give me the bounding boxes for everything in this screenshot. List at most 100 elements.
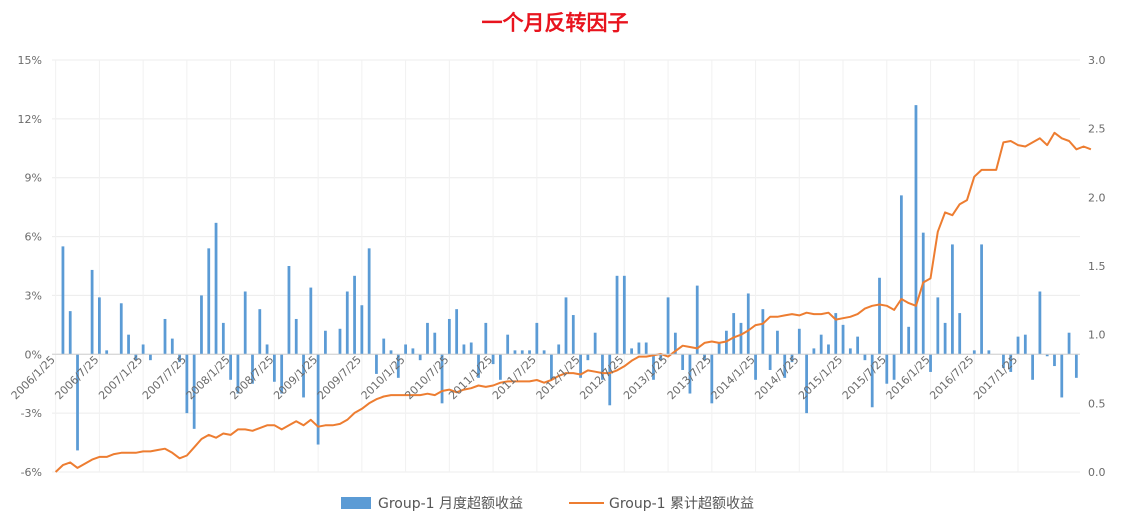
x-tick-label: 2017/1/25 xyxy=(971,353,1020,402)
bar xyxy=(221,322,225,355)
y-left-tick-label: -6% xyxy=(21,466,42,479)
bar xyxy=(513,350,517,355)
y-left-tick-label: 9% xyxy=(25,172,42,185)
legend-line-label: Group-1 累计超额收益 xyxy=(609,496,754,512)
bar xyxy=(491,354,495,365)
bar xyxy=(367,248,371,355)
bar xyxy=(360,305,364,355)
bar xyxy=(1074,354,1078,378)
x-tick-label: 2008/1/25 xyxy=(184,353,233,402)
bar xyxy=(776,330,779,355)
bar xyxy=(980,244,983,355)
bar xyxy=(1053,354,1056,367)
bar xyxy=(542,350,546,355)
bar xyxy=(841,324,845,355)
bar xyxy=(149,354,152,361)
bar xyxy=(812,348,816,355)
bar xyxy=(477,354,480,378)
bar xyxy=(586,354,590,361)
bar xyxy=(447,318,451,355)
bar xyxy=(302,354,305,398)
bar xyxy=(710,354,714,404)
bar xyxy=(418,354,422,361)
bar xyxy=(170,338,174,355)
bar xyxy=(1067,332,1071,355)
bar-series xyxy=(61,105,1078,451)
bar xyxy=(819,334,823,355)
bar xyxy=(1023,334,1027,355)
bar xyxy=(608,354,612,406)
bar xyxy=(746,293,750,355)
bar xyxy=(506,334,510,355)
y-right-tick-label: 3.0 xyxy=(1088,54,1106,67)
bar xyxy=(717,342,721,355)
bar xyxy=(345,291,349,355)
x-tick-label: 2015/1/25 xyxy=(796,353,845,402)
y-left-tick-label: 3% xyxy=(25,289,42,302)
x-tick-label: 2014/1/25 xyxy=(709,353,758,402)
bar xyxy=(958,313,962,355)
x-tick-label: 2016/1/25 xyxy=(884,353,933,402)
bar xyxy=(338,328,342,355)
bar xyxy=(790,354,794,363)
x-tick-label: 2010/7/25 xyxy=(402,353,451,402)
bar xyxy=(1009,354,1013,372)
bar xyxy=(688,354,692,394)
x-tick-label: 2011/1/25 xyxy=(446,353,495,402)
x-tick-label: 2012/1/25 xyxy=(534,353,583,402)
grid-layer xyxy=(52,59,1080,473)
cumulative-line xyxy=(54,131,1092,473)
x-tick-label: 2011/7/25 xyxy=(490,353,539,402)
bar xyxy=(207,248,211,355)
bar xyxy=(783,354,787,378)
bar xyxy=(265,344,269,355)
x-tick-label: 2013/1/25 xyxy=(621,353,670,402)
legend-item-line[interactable]: Group-1 累计超额收益 xyxy=(569,496,754,512)
bar xyxy=(673,332,677,355)
bar xyxy=(484,322,488,355)
x-tick-label: 2009/7/25 xyxy=(315,353,364,402)
bar xyxy=(550,354,553,380)
bar xyxy=(929,354,932,372)
bar xyxy=(462,344,466,355)
bar xyxy=(987,350,991,355)
bar xyxy=(1016,336,1020,355)
bar xyxy=(1031,354,1034,380)
bar xyxy=(579,354,582,378)
bar xyxy=(666,297,670,355)
bar xyxy=(243,291,247,355)
bar xyxy=(921,232,925,355)
x-tick-label: 2016/7/25 xyxy=(927,353,976,402)
x-tick-label: 2014/7/25 xyxy=(752,353,801,402)
bar xyxy=(601,354,604,380)
bar xyxy=(739,322,743,355)
bar xyxy=(885,354,889,384)
bar xyxy=(1045,354,1049,357)
bar xyxy=(178,354,181,363)
bar xyxy=(637,342,641,355)
chart-title: 一个月反转因子 xyxy=(482,11,629,35)
bar xyxy=(951,244,954,355)
bar xyxy=(848,348,852,355)
bar xyxy=(615,275,619,355)
bar xyxy=(936,297,940,355)
bar xyxy=(192,354,196,429)
bar xyxy=(943,322,947,355)
bar xyxy=(426,322,429,355)
bar xyxy=(200,295,203,355)
bar xyxy=(761,309,765,355)
bar xyxy=(389,350,393,355)
bar xyxy=(797,328,801,355)
legend-item-bar[interactable]: Group-1 月度超额收益 xyxy=(341,496,523,512)
bar xyxy=(703,354,706,361)
bar xyxy=(870,354,874,408)
bar xyxy=(681,354,685,370)
bar xyxy=(455,309,459,355)
bar xyxy=(863,354,867,361)
bar xyxy=(1002,354,1005,369)
x-tick-label: 2007/7/25 xyxy=(140,353,189,402)
bar xyxy=(659,354,663,361)
bar xyxy=(878,277,881,355)
bar xyxy=(280,354,284,394)
bar xyxy=(90,269,94,355)
